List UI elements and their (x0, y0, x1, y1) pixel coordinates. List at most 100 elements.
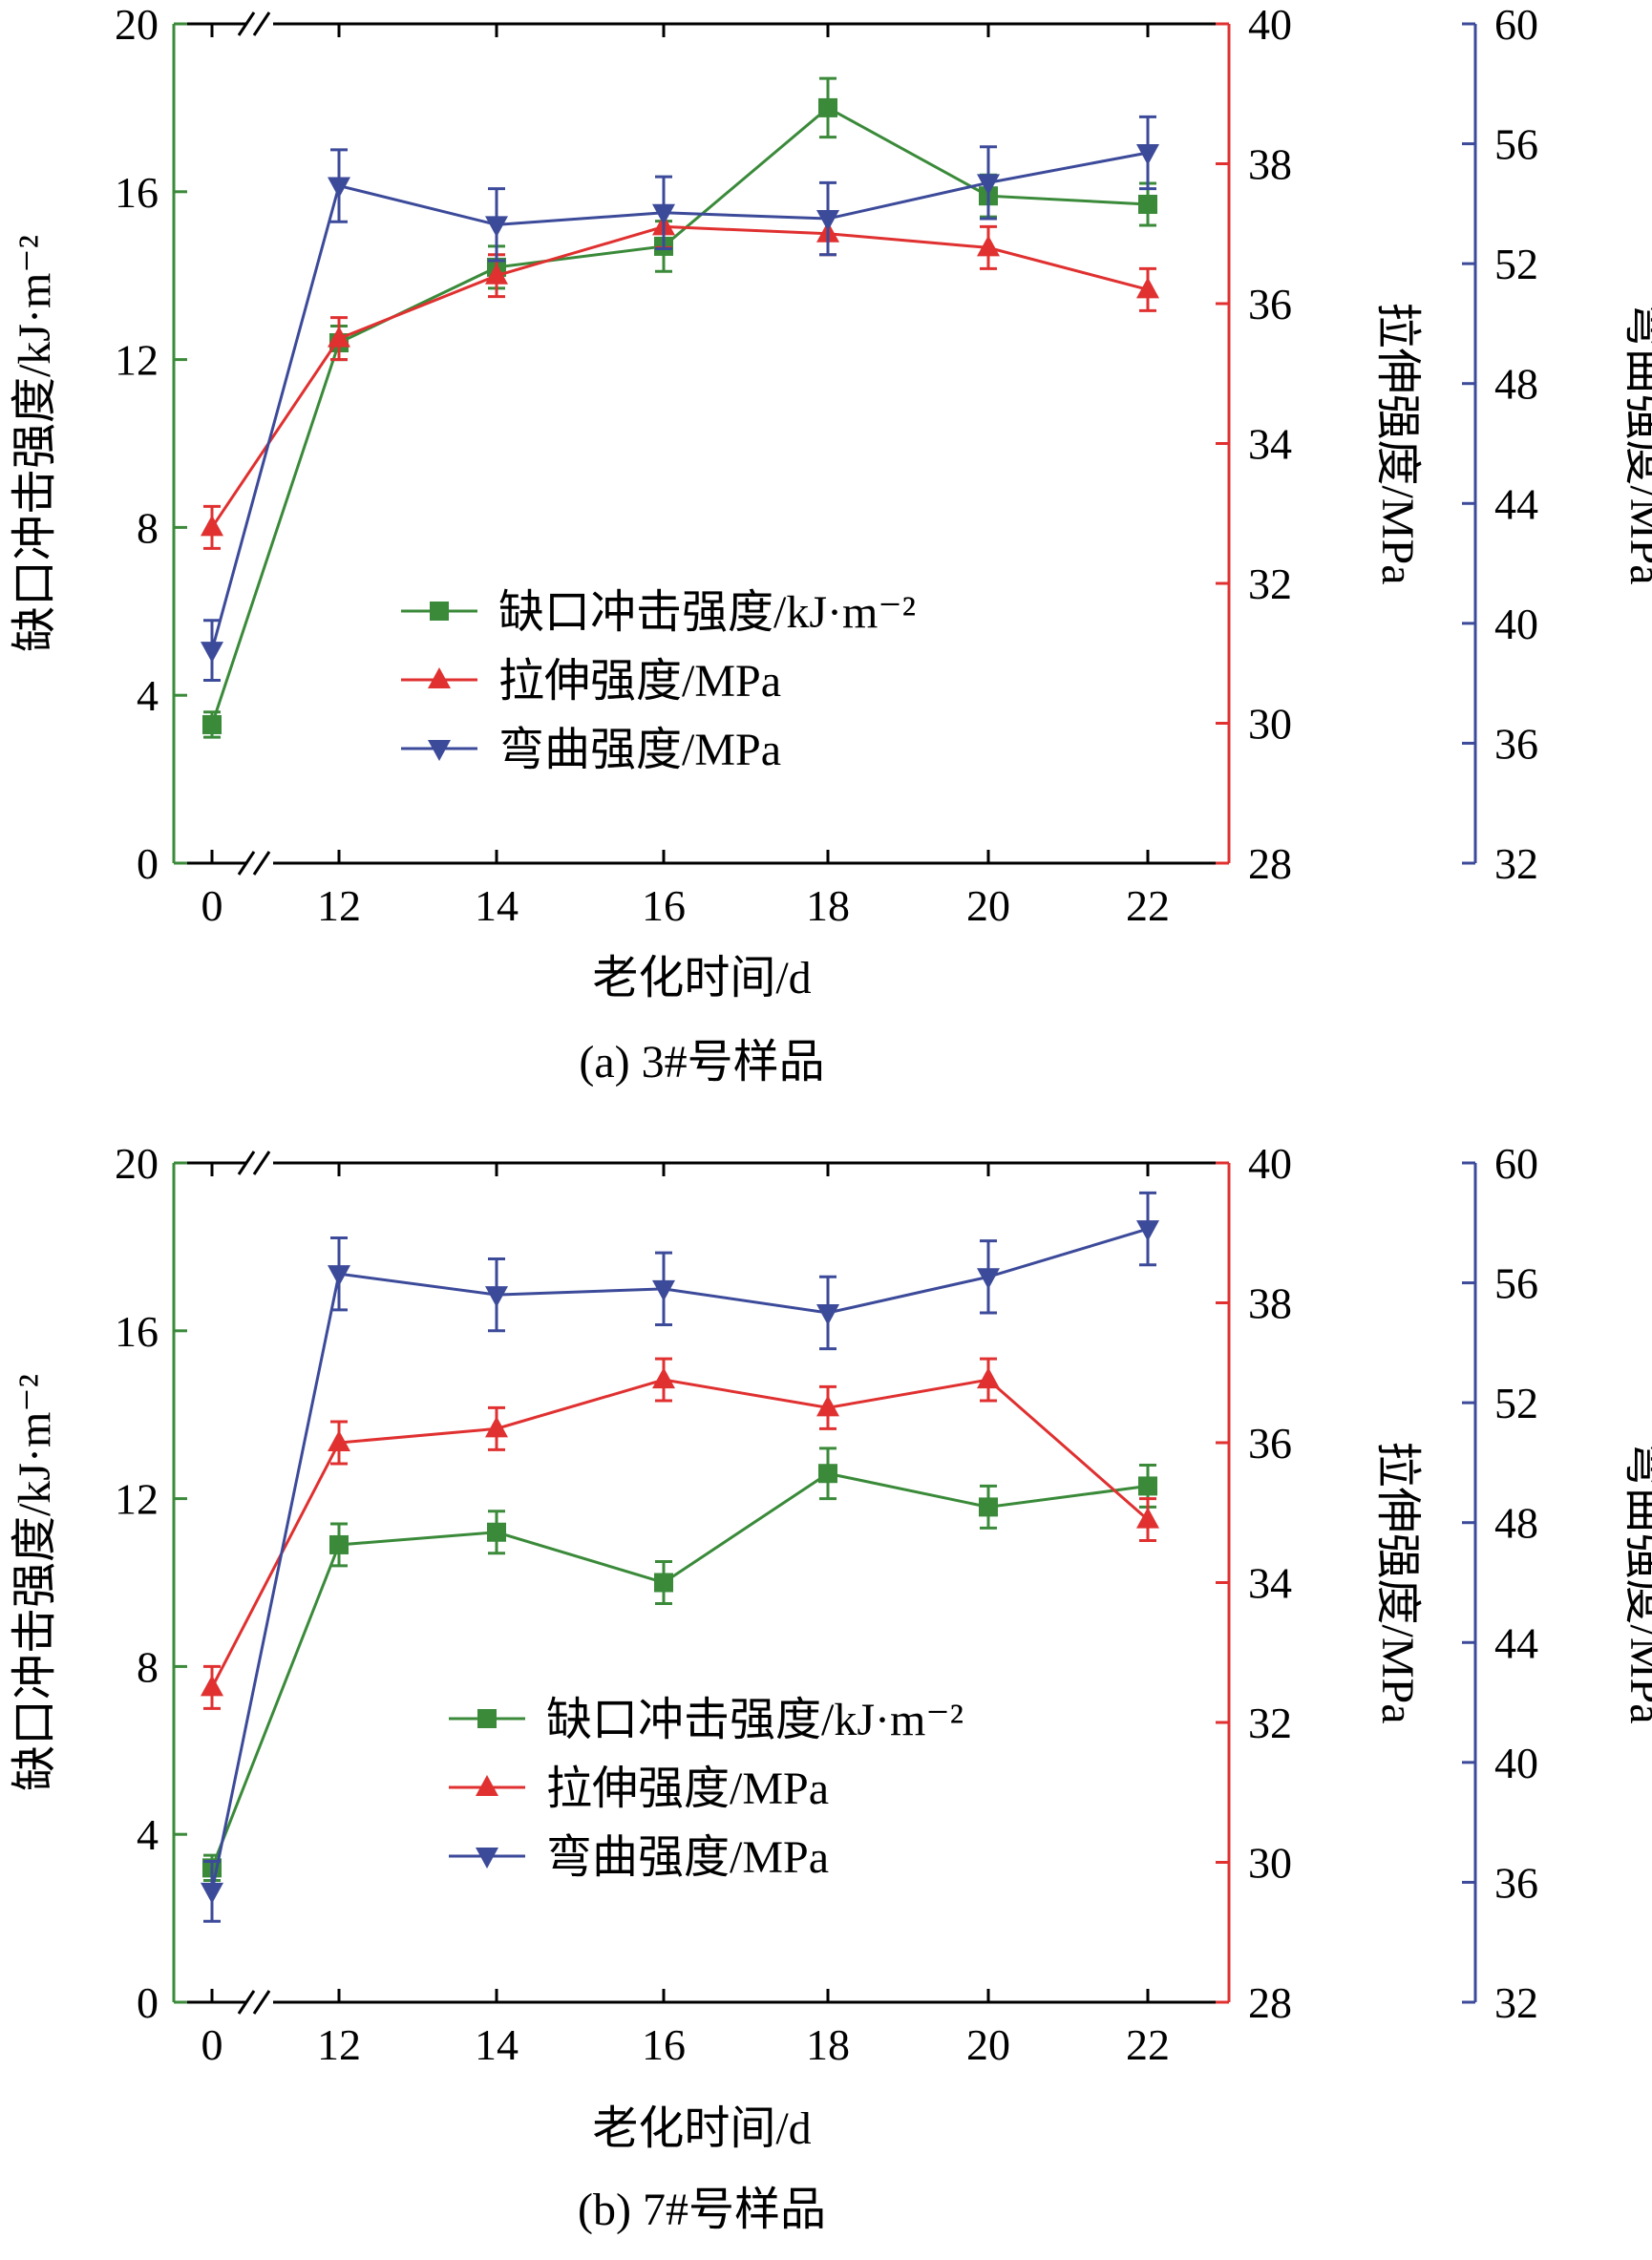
axis-break-mark (252, 851, 271, 876)
right-tick-label-flexural: 48 (1494, 360, 1538, 409)
left-y-axis-label: 缺口冲击强度/kJ·m⁻² (10, 1374, 60, 1791)
x-tick-label: 16 (642, 881, 686, 930)
right-tick-label-tensile: 36 (1248, 1419, 1292, 1468)
chart-panel-a: 0481216202830323436384032364044485256600… (10, 0, 1652, 1088)
marker-triangle-down (485, 216, 508, 238)
right-tick-label-flexural: 44 (1494, 1618, 1538, 1667)
marker-square (818, 1464, 837, 1484)
x-tick-label: 20 (966, 881, 1010, 930)
left-tick-label: 20 (115, 0, 159, 49)
legend-label: 拉伸强度/MPa (498, 656, 781, 707)
marker-square (818, 97, 837, 117)
left-tick-label: 8 (137, 1642, 159, 1691)
marker-triangle-down (328, 1265, 350, 1287)
x-tick-label: 12 (317, 881, 361, 930)
right-tick-label-flexural: 32 (1494, 1978, 1538, 2027)
left-tick-label: 0 (137, 1978, 159, 2027)
x-tick-label: 0 (201, 881, 223, 930)
figure-caption: (b) 7#号样品 (578, 2185, 826, 2235)
marker-square (487, 1522, 506, 1542)
series-line-1 (210, 1378, 1149, 1689)
marker-triangle-up (652, 1367, 675, 1389)
right-y-axis-label-tensile: 拉伸强度/MPa (1372, 302, 1423, 584)
right-tick-label-flexural: 52 (1494, 1379, 1538, 1427)
marker-triangle-up (485, 263, 508, 285)
right-y-axis-label-flexural: 弯曲强度/MPa (1620, 1441, 1652, 1723)
axis-break-mark (252, 11, 271, 36)
right-tick-label-flexural: 52 (1494, 240, 1538, 288)
x-tick-label: 16 (642, 2020, 686, 2069)
marker-triangle-up (485, 1416, 508, 1438)
marker-triangle-down (428, 740, 451, 761)
left-tick-label: 20 (115, 1139, 159, 1188)
x-tick-label: 12 (317, 2020, 361, 2069)
axis-break-mark (237, 11, 256, 36)
marker-square (430, 602, 449, 621)
marker-square (477, 1709, 497, 1728)
left-tick-label: 4 (137, 671, 159, 720)
chart-panel-b: 0481216202830323436384032364044485256600… (10, 1139, 1652, 2235)
x-tick-label: 0 (201, 2020, 223, 2069)
x-tick-label: 18 (806, 2020, 850, 2069)
marker-triangle-up (977, 1367, 1000, 1389)
right-tick-label-flexural: 56 (1494, 1259, 1538, 1308)
marker-triangle-up (476, 1775, 498, 1796)
marker-triangle-up (816, 1395, 839, 1417)
marker-triangle-down (816, 210, 839, 232)
axis-break-mark (252, 1990, 271, 2015)
marker-square (202, 714, 222, 734)
legend-label: 缺口冲击强度/kJ·m⁻² (546, 1695, 964, 1745)
marker-triangle-down (476, 1848, 498, 1869)
legend: 缺口冲击强度/kJ·m⁻² 拉伸强度/MPa 弯曲强度/MPa (401, 587, 916, 775)
marker-triangle-down (816, 1303, 839, 1325)
axis-break-mark (237, 1151, 256, 1175)
axis-break-mark (237, 851, 256, 876)
left-tick-label: 16 (115, 1307, 159, 1356)
x-tick-label: 22 (1126, 881, 1170, 930)
marker-triangle-up (428, 667, 451, 688)
right-tick-label-tensile: 36 (1248, 280, 1292, 328)
left-tick-label: 4 (137, 1810, 159, 1859)
marker-triangle-down (652, 1279, 675, 1301)
marker-triangle-down (328, 177, 350, 199)
right-tick-label-flexural: 36 (1494, 719, 1538, 768)
marker-triangle-down (977, 1268, 1000, 1290)
right-tick-label-tensile: 38 (1248, 1279, 1292, 1328)
marker-square (1138, 1476, 1157, 1496)
right-tick-label-flexural: 40 (1494, 600, 1538, 648)
marker-square (1138, 194, 1157, 214)
right-tick-label-tensile: 32 (1248, 1699, 1292, 1747)
right-tick-label-tensile: 28 (1248, 839, 1292, 888)
right-tick-label-flexural: 60 (1494, 0, 1538, 49)
marker-triangle-down (201, 1882, 223, 1904)
x-tick-label: 14 (475, 2020, 519, 2069)
legend-label: 弯曲强度/MPa (498, 725, 781, 775)
right-tick-label-tensile: 34 (1248, 1559, 1292, 1608)
x-tick-label: 22 (1126, 2020, 1170, 2069)
left-tick-label: 8 (137, 503, 159, 552)
left-tick-label: 0 (137, 839, 159, 888)
marker-triangle-up (328, 1430, 350, 1451)
right-tick-label-tensile: 38 (1248, 140, 1292, 189)
right-tick-label-flexural: 32 (1494, 839, 1538, 888)
right-tick-label-tensile: 40 (1248, 0, 1292, 49)
right-tick-label-tensile: 30 (1248, 1839, 1292, 1888)
marker-triangle-down (977, 174, 1000, 196)
marker-triangle-up (977, 235, 1000, 257)
marker-triangle-down (1136, 143, 1159, 165)
x-tick-label: 14 (475, 881, 519, 930)
x-tick-label: 18 (806, 881, 850, 930)
right-tick-label-flexural: 40 (1494, 1739, 1538, 1787)
right-y-axis-label-tensile: 拉伸强度/MPa (1372, 1441, 1423, 1723)
marker-triangle-up (1136, 277, 1159, 299)
right-tick-label-flexural: 60 (1494, 1139, 1538, 1188)
marker-triangle-down (1136, 1220, 1159, 1242)
legend-label: 拉伸强度/MPa (546, 1764, 829, 1814)
left-tick-label: 16 (115, 168, 159, 217)
legend-label: 弯曲强度/MPa (546, 1832, 829, 1883)
right-tick-label-tensile: 32 (1248, 560, 1292, 608)
right-tick-label-flexural: 44 (1494, 479, 1538, 528)
axis-break-mark (252, 1151, 271, 1175)
marker-triangle-up (201, 1675, 223, 1697)
